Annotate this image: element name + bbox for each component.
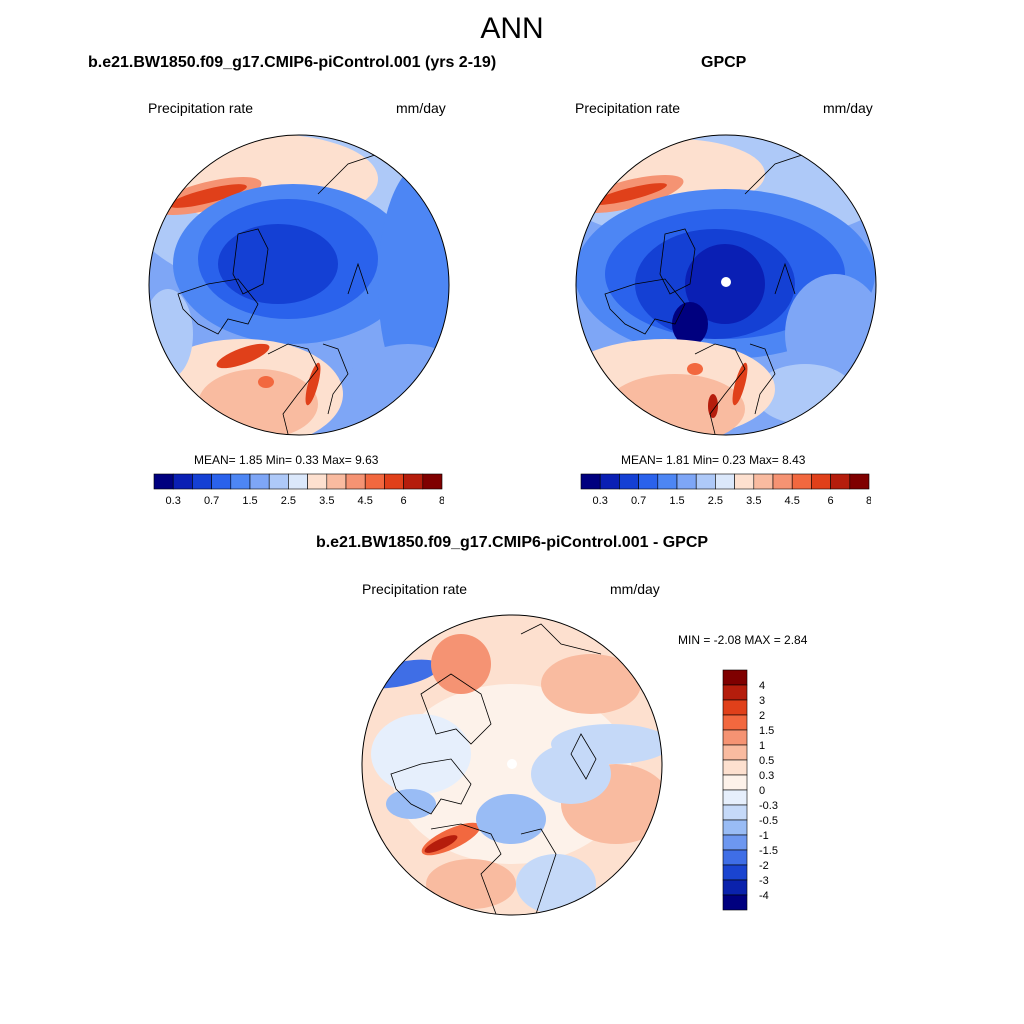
panel1-colorbar-tick-label: 4.5 (358, 495, 373, 507)
panel2-colorbar-swatch (734, 473, 755, 490)
panel3-variable-label: Precipitation rate (362, 581, 468, 597)
panel3-colorbar-swatch (722, 714, 748, 731)
panel1-colorbar-tick-label: 0.7 (204, 495, 219, 507)
panel2-colorbar-swatch (830, 473, 851, 490)
panel3-colorbar-tick-label: 4 (759, 680, 765, 692)
panel3-colorbar-swatch (722, 669, 748, 686)
panel1-colorbar-tick-label: 2.5 (281, 495, 296, 507)
panel1-colorbar-tick-label: 3.5 (319, 495, 334, 507)
panel1-colorbar-swatch (192, 473, 212, 490)
panel3-units-label: mm/day (610, 581, 660, 597)
panel1-colorbar-tick-label: 1.5 (242, 495, 257, 507)
panel1-colorbar-swatch (345, 473, 366, 490)
panel3-colorbar-swatch (722, 849, 748, 866)
panel1-colorbar-swatch (422, 473, 443, 490)
panel3-colorbar-tick-label: 2 (759, 710, 765, 722)
panel3-colorbar-tick-label: -4 (759, 890, 769, 902)
panel1-colorbar: 0.3 0.7 1.5 2.5 3.5 4.5 6 8 (153, 473, 444, 507)
panel2-colorbar-swatch (599, 473, 620, 490)
panel3-colorbar-swatch (722, 729, 748, 746)
panel3-colorbar-swatch (722, 879, 748, 896)
panel1-colorbar-tick-label: 6 (401, 495, 407, 507)
panel2-colorbar-tick-label: 8 (866, 495, 871, 507)
panel1-colorbar-swatch (172, 473, 193, 490)
panel3-colorbar-tick-label: 1.5 (759, 725, 774, 737)
panel2-units-label: mm/day (823, 100, 873, 116)
panel3-colorbar-tick-label: -1.5 (759, 845, 778, 857)
panel1-case-title: b.e21.BW1850.f09_g17.CMIP6-piControl.001… (88, 54, 497, 71)
panel1-colorbar-swatch (153, 473, 174, 490)
panel1-colorbar-swatch (288, 473, 308, 490)
panel2-colorbar: 0.3 0.7 1.5 2.5 3.5 4.5 6 8 (580, 473, 871, 507)
panel3-colorbar-swatch (722, 744, 748, 761)
panel2-colorbar-swatch (676, 473, 697, 490)
panel2-colorbar-tick-label: 1.5 (669, 495, 684, 507)
figure-title: ANN (480, 12, 544, 45)
panel2-colorbar-tick-label: 0.3 (593, 495, 608, 507)
panel1-polar-map (148, 134, 450, 436)
panel2-colorbar-swatch (772, 473, 793, 490)
panel3-colorbar-swatch (722, 894, 748, 911)
panel2-colorbar-swatch (811, 473, 831, 490)
panel1-colorbar-swatch (384, 473, 404, 490)
panel3-colorbar-swatch (722, 699, 748, 716)
panel1-colorbar-swatch (268, 473, 289, 490)
panel3-colorbar-tick-label: -3 (759, 875, 769, 887)
panel3-stats: MIN = -2.08 MAX = 2.84 (678, 633, 808, 647)
panel1-colorbar-swatch (249, 473, 270, 490)
panel2-colorbar-swatch (580, 473, 601, 490)
panel3-colorbar-swatch (722, 819, 748, 836)
panel3-colorbar-tick-label: -0.3 (759, 800, 778, 812)
panel3-case-title: b.e21.BW1850.f09_g17.CMIP6-piControl.001… (315, 534, 709, 551)
panel1-colorbar-tick-label: 8 (439, 495, 444, 507)
panel3-colorbar-tick-label: 3 (759, 695, 765, 707)
panel2-colorbar-tick-label: 4.5 (785, 495, 800, 507)
panel3-colorbar-tick-label: 1 (759, 740, 765, 752)
panel3-colorbar-tick-label: -0.5 (759, 815, 778, 827)
panel1-units-label: mm/day (396, 100, 446, 116)
panel3-colorbar-swatch (722, 759, 748, 776)
panel2-colorbar-tick-label: 3.5 (746, 495, 761, 507)
panel2-colorbar-tick-label: 2.5 (708, 495, 723, 507)
panel1-colorbar-tick-label: 0.3 (166, 495, 181, 507)
panel2-case-title: GPCP (701, 54, 747, 71)
panel2-colorbar-swatch (619, 473, 639, 490)
panel3-colorbar-swatch (722, 684, 748, 701)
panel2-stats: MEAN= 1.81 Min= 0.23 Max= 8.43 (621, 453, 806, 467)
panel1-colorbar-swatch (211, 473, 232, 490)
panel2-polar-map (575, 134, 877, 436)
panel3-colorbar-swatch (722, 834, 748, 851)
panel2-colorbar-swatch (657, 473, 678, 490)
panel1-colorbar-swatch (364, 473, 385, 490)
panel2-colorbar-swatch (849, 473, 870, 490)
panel2-colorbar-swatch (715, 473, 735, 490)
panel2-colorbar-tick-label: 6 (828, 495, 834, 507)
panel3-colorbar-tick-label: 0.5 (759, 755, 774, 767)
panel3-colorbar-tick-label: -1 (759, 830, 769, 842)
panel3-colorbar: 4 3 2 1.5 1 0.5 0.3 0 -0.3 -0.5 -1 -1.5 -2 -3 -4 (722, 669, 778, 911)
panel1-stats: MEAN= 1.85 Min= 0.33 Max= 9.63 (194, 453, 379, 467)
panel2-colorbar-tick-label: 0.7 (631, 495, 646, 507)
panel3-colorbar-tick-label: 0 (759, 785, 765, 797)
panel3-colorbar-swatch (722, 789, 748, 806)
panel3-colorbar-swatch (722, 774, 748, 791)
panel3-polar-map (361, 614, 663, 916)
panel2-colorbar-swatch (695, 473, 716, 490)
panel1-colorbar-swatch (230, 473, 251, 490)
panel2-colorbar-swatch (791, 473, 812, 490)
panel2-variable-label: Precipitation rate (575, 100, 681, 116)
panel1-colorbar-swatch (403, 473, 424, 490)
panel3-colorbar-tick-label: 0.3 (759, 770, 774, 782)
panel2-colorbar-swatch (753, 473, 774, 490)
panel1-colorbar-swatch (307, 473, 328, 490)
panel2-colorbar-swatch (638, 473, 659, 490)
panel3-colorbar-tick-label: -2 (759, 860, 769, 872)
panel1-variable-label: Precipitation rate (148, 100, 254, 116)
panel3-colorbar-swatch (722, 804, 748, 821)
panel1-colorbar-swatch (326, 473, 347, 490)
panel3-colorbar-swatch (722, 864, 748, 881)
